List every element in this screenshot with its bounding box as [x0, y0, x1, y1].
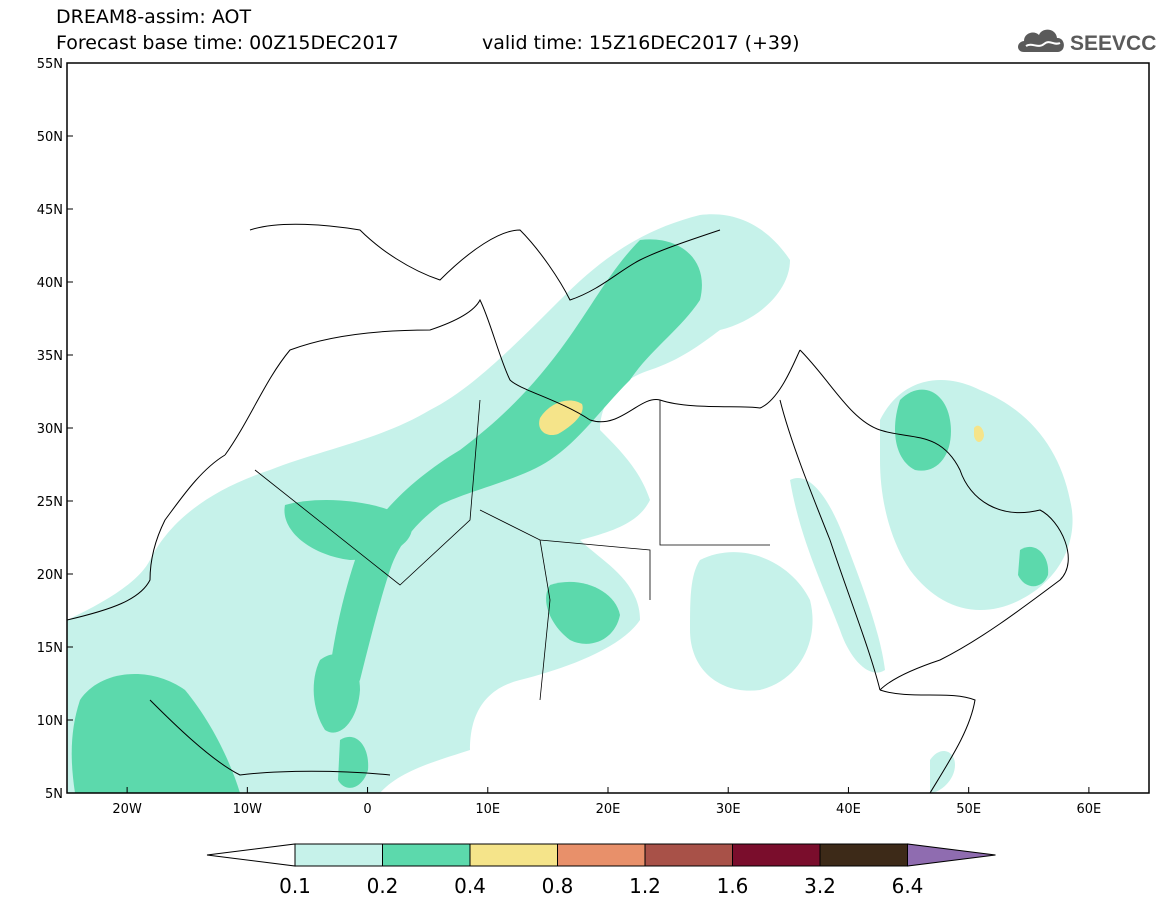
colorbar-label: 3.2 — [804, 874, 836, 898]
aot-0.2-region-cameroon — [338, 736, 369, 788]
lon-tick-label: 30E — [716, 802, 741, 817]
colorbar-bin — [382, 843, 471, 867]
aot-0.2-region-mali — [284, 500, 412, 560]
chart-title: DREAM8-assim: AOT — [56, 6, 252, 28]
aot-0.4-region-kuwait — [974, 425, 984, 442]
colorbar-label: 0.1 — [279, 874, 311, 898]
colorbar-bin — [819, 843, 908, 867]
colorbar-label: 6.4 — [892, 874, 924, 898]
coastline-arabia — [799, 349, 1069, 691]
aot-0.2-region-nigeria — [313, 654, 360, 733]
aot-0.1-region-redsea — [790, 478, 885, 673]
valid-time: valid time: 15Z16DEC2017 (+39) — [482, 32, 800, 54]
lat-tick-label: 5N — [45, 787, 63, 802]
lat-tick-label: 50N — [37, 130, 63, 145]
border-algeria-mali — [254, 399, 481, 586]
lon-tick-label: 40E — [836, 802, 861, 817]
seevccc-logo: SEEVCCC — [1018, 29, 1156, 55]
forecast-base-time: Forecast base time: 00Z15DEC2017 — [56, 32, 399, 54]
coastline-europe — [249, 223, 721, 301]
colorbar-bin — [469, 843, 558, 867]
lat-tick-label: 35N — [37, 349, 63, 364]
coastline-west-africa — [67, 454, 226, 621]
coastline-gulf-of-guinea — [149, 699, 391, 776]
logo-text: SEEVCCC — [1070, 32, 1156, 55]
colorbar-label: 0.8 — [542, 874, 574, 898]
lat-tick-label: 40N — [37, 276, 63, 291]
colorbar-bin — [732, 843, 821, 867]
lon-tick-label: 10W — [233, 802, 263, 817]
lat-tick-label: 55N — [37, 57, 63, 72]
lat-tick-label: 20N — [37, 568, 63, 583]
lon-tick-label: 60E — [1077, 802, 1102, 817]
colorbar-bin — [557, 843, 646, 867]
longitude-ticks: 20W 10W 0 10E 20E 30E 40E 50E 60E — [112, 787, 1101, 817]
coastline-red-sea — [779, 399, 881, 691]
colorbar-low-arrow — [206, 843, 296, 867]
lon-tick-label: 10E — [475, 802, 500, 817]
latitude-ticks: 55N 50N 45N 40N 35N 30N 25N 20N 15N 10N 5N — [37, 57, 73, 802]
lon-tick-label: 20E — [596, 802, 621, 817]
colorbar-bin — [644, 843, 733, 867]
cloud-icon — [1018, 29, 1064, 52]
lon-tick-label: 0 — [363, 802, 371, 817]
coastline-horn-of-africa — [879, 689, 976, 793]
aot-0.1-region-sudan — [690, 552, 813, 691]
colorbar-bin — [294, 843, 383, 867]
aot-0.1-region-sahel — [416, 512, 578, 654]
colorbar: 0.1 0.2 0.4 0.8 1.2 1.6 3.2 6.4 — [206, 843, 996, 898]
borders — [254, 399, 770, 701]
lon-tick-label: 20W — [112, 802, 142, 817]
lat-tick-label: 45N — [37, 203, 63, 218]
coastlines — [67, 223, 1069, 793]
colorbar-label: 1.2 — [629, 874, 661, 898]
lat-tick-label: 30N — [37, 422, 63, 437]
lat-tick-label: 15N — [37, 641, 63, 656]
coastline-north-africa — [224, 298, 801, 456]
colorbar-label: 0.4 — [454, 874, 486, 898]
lat-tick-label: 10N — [37, 714, 63, 729]
aot-0.2-region-saharan-plume — [330, 239, 702, 694]
colorbar-high-arrow — [907, 843, 996, 867]
aot-0.2-region-chad — [546, 581, 620, 644]
colorbar-label: 1.6 — [717, 874, 749, 898]
aot-contours — [67, 214, 1073, 793]
aot-0.2-region-west-africa — [71, 673, 240, 793]
aot-0.2-region-oman — [1018, 546, 1049, 587]
border-chad — [479, 509, 651, 600]
border-libya-egypt — [659, 400, 770, 546]
lon-tick-label: 50E — [956, 802, 981, 817]
lat-tick-label: 25N — [37, 495, 63, 510]
aot-0.2-region-gulf — [895, 389, 951, 471]
colorbar-label: 0.2 — [367, 874, 399, 898]
border-sudan — [539, 539, 551, 701]
